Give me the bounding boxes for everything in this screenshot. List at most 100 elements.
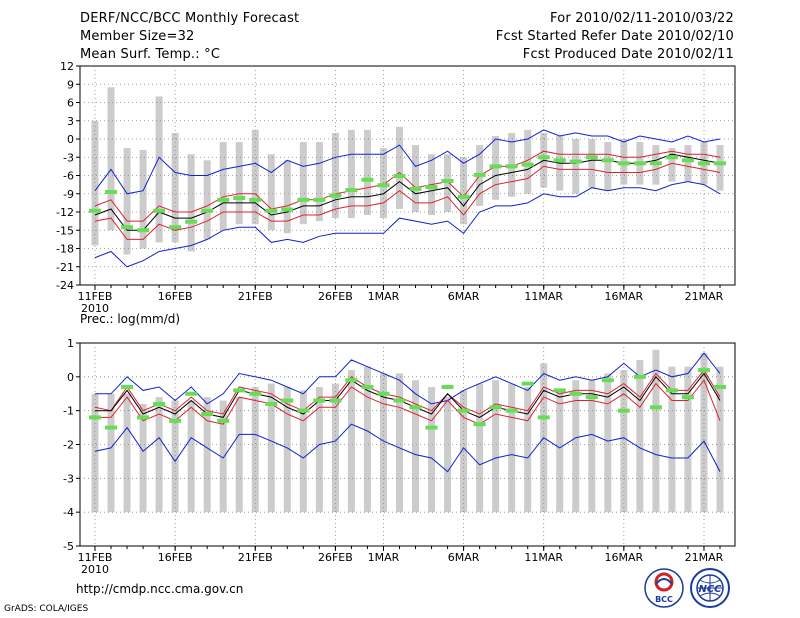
ensemble-range-bar bbox=[299, 390, 307, 513]
ensemble-range-bar bbox=[620, 370, 628, 513]
y-tick-label: -9 bbox=[63, 188, 74, 201]
ensemble-range-bar bbox=[283, 386, 291, 513]
series-line-upper bbox=[94, 150, 721, 222]
ensemble-range-bar bbox=[668, 148, 676, 182]
ensemble-range-bar bbox=[91, 120, 99, 246]
ensemble-range-bar bbox=[315, 142, 323, 222]
x-tick-label: 11FEB bbox=[78, 290, 113, 303]
ensemble-range-bar bbox=[412, 145, 420, 212]
ensemble-range-bar bbox=[363, 129, 371, 216]
ensemble-range-bar bbox=[235, 397, 243, 513]
ensemble-range-bar bbox=[299, 142, 307, 225]
observed-marker bbox=[601, 158, 614, 163]
forecast-period: For 2010/02/11-2010/03/22 bbox=[550, 11, 734, 26]
ensemble-range-bar bbox=[235, 142, 243, 225]
observed-marker bbox=[697, 368, 710, 373]
observed-marker bbox=[153, 208, 166, 213]
observed-marker bbox=[521, 162, 534, 167]
x-tick-label: 21MAR bbox=[685, 551, 724, 564]
ensemble-range-bar bbox=[203, 397, 211, 513]
ensemble-range-bar bbox=[155, 397, 163, 513]
variable-label: Mean Surf. Temp.: °C bbox=[80, 47, 221, 62]
observed-marker bbox=[409, 186, 422, 191]
y-tick-label: -12 bbox=[56, 206, 74, 219]
ensemble-range-bar bbox=[476, 383, 484, 513]
observed-marker bbox=[377, 183, 390, 188]
observed-marker bbox=[121, 384, 134, 389]
x-year-label: 2010 bbox=[81, 563, 109, 576]
source-url[interactable]: http://cmdp.ncc.cma.gov.cn bbox=[76, 582, 244, 596]
y-tick-label: 6 bbox=[67, 97, 74, 110]
observed-marker bbox=[249, 197, 262, 202]
ensemble-range-bar bbox=[395, 373, 403, 513]
observed-marker bbox=[553, 158, 566, 163]
ensemble-range-bar bbox=[379, 373, 387, 513]
y-tick-label: 9 bbox=[67, 78, 74, 91]
ensemble-range-bar bbox=[700, 353, 708, 513]
ncc-logo: NCC bbox=[688, 568, 732, 608]
ensemble-range-bar bbox=[331, 132, 339, 219]
ensemble-range-bar bbox=[187, 400, 195, 513]
observed-marker bbox=[714, 384, 726, 389]
y-tick-label: -4 bbox=[63, 506, 74, 519]
observed-marker bbox=[89, 208, 101, 213]
y-tick-label: -6 bbox=[63, 170, 74, 183]
observed-marker bbox=[665, 155, 678, 160]
ensemble-range-bar bbox=[187, 154, 195, 252]
x-tick-label: 26FEB bbox=[318, 551, 353, 564]
observed-marker bbox=[153, 401, 166, 406]
x-tick-label: 11FEB bbox=[78, 551, 113, 564]
observed-marker bbox=[89, 415, 101, 420]
x-tick-label: 1MAR bbox=[368, 551, 400, 564]
x-tick-label: 6MAR bbox=[448, 290, 480, 303]
observed-marker bbox=[553, 388, 566, 393]
ensemble-range-bar bbox=[524, 386, 532, 513]
ensemble-range-bar bbox=[524, 129, 532, 194]
ensemble-range-bar bbox=[139, 149, 147, 249]
ensemble-range-bar bbox=[123, 148, 131, 255]
ensemble-range-bar bbox=[267, 383, 275, 513]
ensemble-range-bar bbox=[668, 366, 676, 513]
series-line-mean bbox=[94, 153, 721, 231]
ensemble-range-bar bbox=[588, 139, 596, 188]
series-line-max bbox=[95, 352, 721, 405]
ensemble-range-bar bbox=[251, 129, 259, 225]
observed-marker bbox=[537, 415, 550, 420]
observed-marker bbox=[649, 405, 662, 410]
observed-marker bbox=[137, 228, 150, 233]
observed-marker bbox=[345, 188, 358, 193]
ensemble-range-bar bbox=[444, 154, 452, 212]
observed-marker bbox=[169, 418, 182, 423]
y-tick-label: 0 bbox=[67, 371, 74, 384]
observed-marker bbox=[217, 197, 230, 202]
x-year-label: 2010 bbox=[81, 302, 109, 315]
x-tick-label: 21MAR bbox=[685, 290, 724, 303]
observed-marker bbox=[585, 395, 598, 400]
y-tick-label: 0 bbox=[67, 133, 74, 146]
observed-marker bbox=[425, 425, 438, 430]
ensemble-range-bar bbox=[636, 359, 644, 513]
observed-marker bbox=[297, 408, 310, 413]
observed-marker bbox=[473, 422, 486, 427]
ensemble-range-bar bbox=[684, 366, 692, 513]
observed-marker bbox=[233, 196, 246, 201]
observed-marker bbox=[121, 225, 134, 230]
observed-marker bbox=[345, 378, 358, 383]
ensemble-range-bar bbox=[107, 87, 115, 231]
observed-marker bbox=[681, 395, 694, 400]
ensemble-range-bar bbox=[219, 142, 227, 231]
y-tick-label: -24 bbox=[56, 279, 74, 292]
x-tick-label: 16FEB bbox=[158, 290, 193, 303]
x-tick-label: 16MAR bbox=[605, 290, 644, 303]
observed-marker bbox=[281, 398, 294, 403]
ensemble-range-bar bbox=[107, 393, 115, 513]
observed-marker bbox=[601, 378, 614, 383]
ncc-logo-icon: NCC bbox=[690, 568, 730, 608]
observed-marker bbox=[361, 384, 374, 389]
ensemble-range-bar bbox=[716, 366, 724, 513]
observed-marker bbox=[217, 418, 230, 423]
series-line-min bbox=[94, 181, 721, 268]
ensemble-range-bar bbox=[395, 126, 403, 209]
series-line-upper bbox=[94, 369, 721, 415]
observed-marker bbox=[233, 388, 246, 393]
